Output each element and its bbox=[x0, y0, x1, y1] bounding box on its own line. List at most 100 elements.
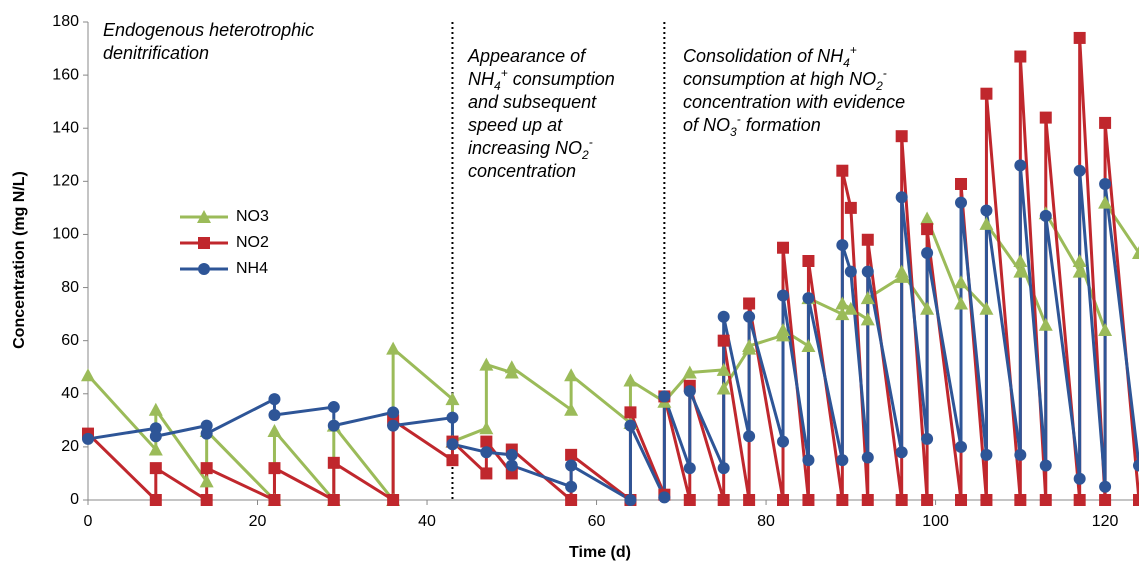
data-point bbox=[802, 454, 815, 467]
data-point bbox=[446, 411, 459, 424]
data-point bbox=[955, 196, 968, 209]
data-point bbox=[777, 241, 790, 254]
data-point bbox=[861, 494, 874, 506]
data-point bbox=[979, 216, 994, 230]
data-point bbox=[921, 247, 934, 260]
data-point bbox=[1039, 209, 1052, 222]
data-point bbox=[955, 177, 968, 190]
data-point bbox=[1099, 494, 1112, 506]
data-point bbox=[565, 480, 578, 493]
annotation: concentration with evidence bbox=[683, 92, 905, 112]
data-point bbox=[1039, 111, 1052, 124]
data-point bbox=[1098, 323, 1113, 337]
data-point bbox=[743, 494, 756, 506]
data-point bbox=[505, 467, 518, 480]
annotation: increasing NO2​-​ bbox=[468, 135, 593, 162]
data-point bbox=[1099, 480, 1112, 493]
data-point bbox=[1014, 159, 1027, 172]
annotation: and subsequent bbox=[468, 92, 597, 112]
data-point bbox=[1013, 264, 1028, 278]
x-tick-label: 120 bbox=[1092, 513, 1119, 530]
data-point bbox=[980, 448, 993, 461]
annotation-text: denitrification bbox=[103, 43, 209, 63]
data-point bbox=[565, 459, 578, 472]
annotation-sub: 2 bbox=[581, 148, 589, 162]
data-point bbox=[861, 233, 874, 246]
data-point bbox=[861, 265, 874, 278]
data-point bbox=[920, 211, 935, 225]
data-point bbox=[717, 310, 730, 323]
data-point bbox=[894, 264, 909, 278]
x-tick-label: 20 bbox=[249, 513, 267, 530]
data-point bbox=[480, 446, 493, 459]
data-point bbox=[836, 164, 849, 177]
data-point bbox=[955, 440, 968, 453]
data-point bbox=[327, 401, 340, 414]
series-line bbox=[87, 163, 1139, 502]
data-point bbox=[624, 494, 637, 506]
data-point bbox=[327, 419, 340, 432]
data-point bbox=[505, 448, 518, 461]
data-point bbox=[742, 338, 757, 352]
data-point bbox=[980, 204, 993, 217]
x-tick-label: 40 bbox=[418, 513, 436, 530]
data-point bbox=[683, 494, 696, 506]
data-point bbox=[844, 265, 857, 278]
data-point bbox=[843, 301, 858, 315]
data-point bbox=[480, 435, 493, 448]
data-point bbox=[1072, 254, 1087, 267]
data-point bbox=[268, 462, 281, 475]
data-point bbox=[480, 467, 493, 480]
data-point bbox=[1072, 264, 1087, 278]
data-point bbox=[860, 291, 875, 305]
legend-marker bbox=[198, 237, 210, 249]
annotation-sub: 4 bbox=[843, 56, 850, 70]
data-point bbox=[777, 435, 790, 448]
annotation-sup: - bbox=[589, 135, 593, 149]
data-point bbox=[777, 494, 790, 506]
data-point bbox=[844, 201, 857, 214]
annotation-sup: - bbox=[883, 66, 887, 80]
annotation-text: Consolidation of NH bbox=[683, 46, 844, 66]
data-point bbox=[980, 87, 993, 100]
data-point bbox=[921, 494, 934, 506]
data-point bbox=[387, 494, 400, 506]
data-point bbox=[895, 494, 908, 506]
data-point bbox=[479, 421, 494, 435]
data-point bbox=[920, 301, 935, 315]
data-point bbox=[149, 430, 162, 443]
data-point bbox=[504, 360, 519, 374]
y-tick-label: 0 bbox=[70, 491, 79, 508]
annotation-sub: 3 bbox=[730, 125, 737, 139]
data-point bbox=[1014, 50, 1027, 63]
data-point bbox=[980, 494, 993, 506]
data-point bbox=[743, 310, 756, 323]
annotation-text: NH bbox=[468, 69, 495, 89]
legend-marker bbox=[198, 263, 210, 275]
data-point bbox=[835, 296, 850, 310]
y-axis-title: Concentration (mg N/L) bbox=[11, 171, 28, 349]
data-point bbox=[387, 406, 400, 419]
data-point bbox=[624, 406, 637, 419]
data-point bbox=[836, 239, 849, 252]
data-point bbox=[1039, 494, 1052, 506]
x-tick-label: 0 bbox=[84, 513, 93, 530]
data-point bbox=[717, 462, 730, 475]
y-tick-label: 140 bbox=[52, 119, 79, 136]
data-point bbox=[836, 454, 849, 467]
annotation-text: Endogenous heterotrophic bbox=[103, 20, 314, 40]
annotation: concentration bbox=[468, 161, 576, 181]
data-point bbox=[743, 430, 756, 443]
y-tick-label: 20 bbox=[61, 438, 79, 455]
data-point bbox=[836, 494, 849, 506]
annotation-sup: - bbox=[737, 112, 741, 126]
data-point bbox=[82, 432, 94, 445]
data-point bbox=[955, 494, 968, 506]
data-point bbox=[802, 255, 815, 267]
data-point bbox=[200, 462, 213, 475]
data-point bbox=[895, 191, 908, 204]
data-point bbox=[1039, 459, 1052, 472]
annotation-text: consumption at high NO bbox=[683, 69, 876, 89]
data-point bbox=[1073, 494, 1086, 506]
